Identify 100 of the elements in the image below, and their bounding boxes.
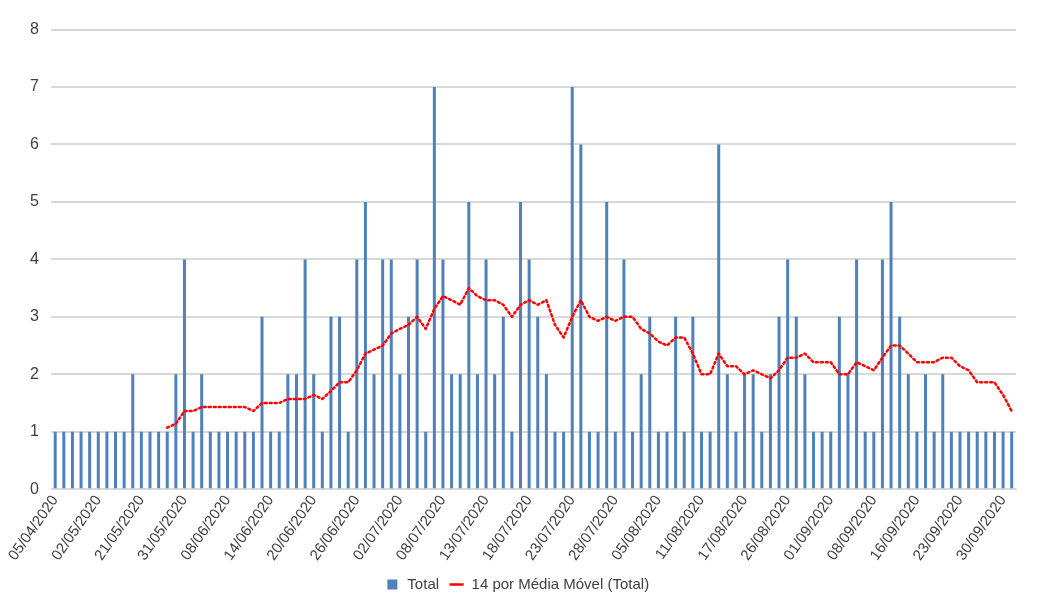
bar <box>717 144 721 489</box>
bar <box>699 431 703 489</box>
bar <box>924 374 928 489</box>
bar <box>958 431 962 489</box>
bar <box>182 259 186 489</box>
bar <box>260 316 264 489</box>
y-tick-label: 6 <box>29 134 39 152</box>
bar <box>665 431 669 489</box>
bar <box>493 374 497 489</box>
bar <box>880 259 884 489</box>
bar <box>932 431 936 489</box>
legend-label: Total <box>407 574 440 592</box>
bar <box>519 201 523 489</box>
bar <box>846 374 850 489</box>
bar <box>286 374 290 489</box>
bar <box>53 431 57 489</box>
bar <box>579 144 583 489</box>
bar <box>277 431 281 489</box>
bar <box>174 374 178 489</box>
bar <box>631 431 635 489</box>
bar <box>811 431 816 489</box>
bar <box>329 316 333 489</box>
bar <box>648 316 652 489</box>
bar <box>191 431 195 489</box>
bar <box>562 431 566 489</box>
bar <box>415 259 419 489</box>
bar <box>777 316 781 489</box>
bar <box>855 259 859 489</box>
bar <box>105 431 109 489</box>
bar <box>217 431 221 489</box>
y-tick-label: 8 <box>29 20 39 38</box>
bar <box>975 431 979 489</box>
bar <box>243 431 247 489</box>
bar <box>510 431 514 489</box>
y-tick-label: 0 <box>29 479 39 497</box>
bar <box>320 431 324 489</box>
bar <box>70 431 74 489</box>
bar <box>294 374 298 489</box>
bar <box>596 431 600 489</box>
bar <box>768 374 772 489</box>
bar <box>432 87 436 489</box>
bar <box>157 431 161 489</box>
bar <box>898 316 902 489</box>
bar <box>122 431 126 489</box>
bar <box>475 374 479 489</box>
bar <box>743 374 747 489</box>
bar <box>949 431 953 489</box>
bar <box>251 431 255 489</box>
y-tick-label: 4 <box>29 249 39 267</box>
bar <box>1010 431 1014 489</box>
bar <box>967 431 971 489</box>
bar <box>165 431 169 489</box>
bar <box>139 431 143 489</box>
bar <box>148 431 152 489</box>
bar <box>794 316 798 489</box>
bar <box>424 431 428 489</box>
bar <box>622 259 626 489</box>
bar <box>1001 431 1005 489</box>
bar <box>269 431 273 489</box>
bar <box>587 431 591 489</box>
bar <box>734 431 738 489</box>
y-tick-label: 5 <box>29 192 39 210</box>
bar <box>88 431 92 489</box>
bar <box>527 259 531 489</box>
bar <box>208 431 212 489</box>
bar <box>682 431 686 489</box>
y-tick-label: 1 <box>29 422 39 440</box>
bar <box>312 374 316 489</box>
bar <box>441 259 445 489</box>
bar <box>458 374 462 489</box>
bar <box>450 374 454 489</box>
bar <box>863 431 867 489</box>
bar <box>786 259 790 489</box>
bar <box>114 431 118 489</box>
bar <box>79 431 83 489</box>
bar <box>906 374 910 489</box>
y-tick-label: 7 <box>29 77 39 95</box>
bar <box>820 431 824 489</box>
bar <box>992 431 996 489</box>
bar <box>544 374 548 489</box>
bar <box>303 259 307 489</box>
bar <box>691 316 695 489</box>
bar <box>407 316 411 489</box>
bar <box>803 374 807 489</box>
bar <box>984 431 988 489</box>
bar <box>829 431 833 489</box>
bar <box>501 316 505 489</box>
bar <box>200 374 204 489</box>
line-series <box>165 286 1013 429</box>
bar <box>389 259 393 489</box>
bar <box>372 374 376 489</box>
legend-label: 14 por Média Móvel (Total) <box>471 574 650 592</box>
bar <box>613 431 617 489</box>
bar <box>915 431 919 489</box>
bar <box>708 431 712 489</box>
bar <box>941 374 945 489</box>
bar <box>131 374 135 489</box>
bar <box>553 431 557 489</box>
bar <box>889 201 893 489</box>
bar <box>355 259 359 489</box>
